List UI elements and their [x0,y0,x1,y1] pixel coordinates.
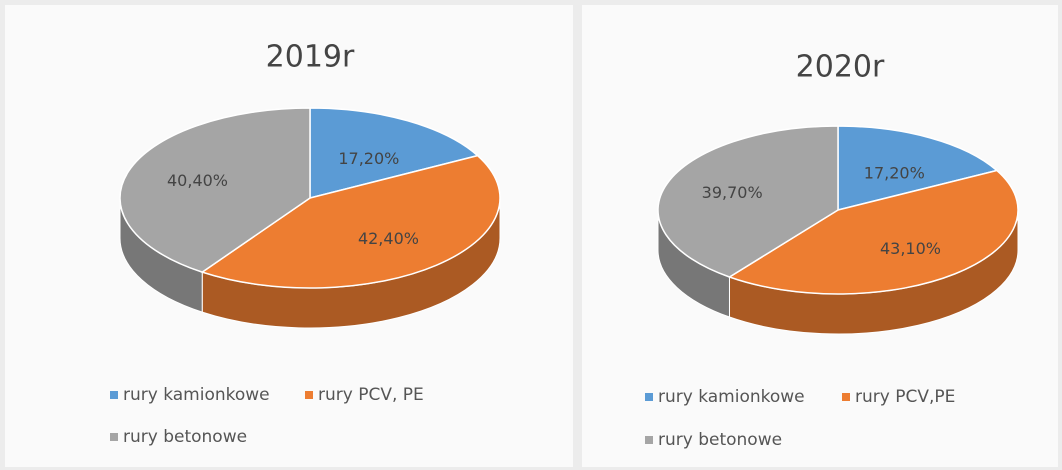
legend-label: rury kamionkowe [658,387,805,407]
legend-marker [842,393,850,401]
legend-label: rury kamionkowe [123,385,270,405]
pie-slice [657,125,839,278]
pie-slice [309,107,480,199]
legend-label: rury PCV,PE [855,387,955,407]
legend-marker [645,436,653,444]
pie-slice [200,154,501,289]
data-label: 40,40% [167,171,228,190]
legend-marker [305,391,313,399]
legend-label: rury betonowe [658,430,782,450]
chart-title: 2019r [266,40,355,75]
legend-label: rury betonowe [123,427,247,447]
chart-title: 2020r [796,50,885,85]
data-label: 17,20% [338,149,399,168]
legend-marker [110,433,118,441]
legend-label: rury PCV, PE [318,385,424,405]
data-label: 39,70% [702,183,763,202]
data-label: 42,40% [358,229,419,248]
pie-slice [837,125,999,211]
pie-slice [727,169,1019,295]
data-label: 43,10% [880,239,941,258]
legend-marker [645,393,653,401]
legend-marker [110,391,118,399]
pie-slice [119,107,311,273]
data-label: 17,20% [864,163,925,182]
